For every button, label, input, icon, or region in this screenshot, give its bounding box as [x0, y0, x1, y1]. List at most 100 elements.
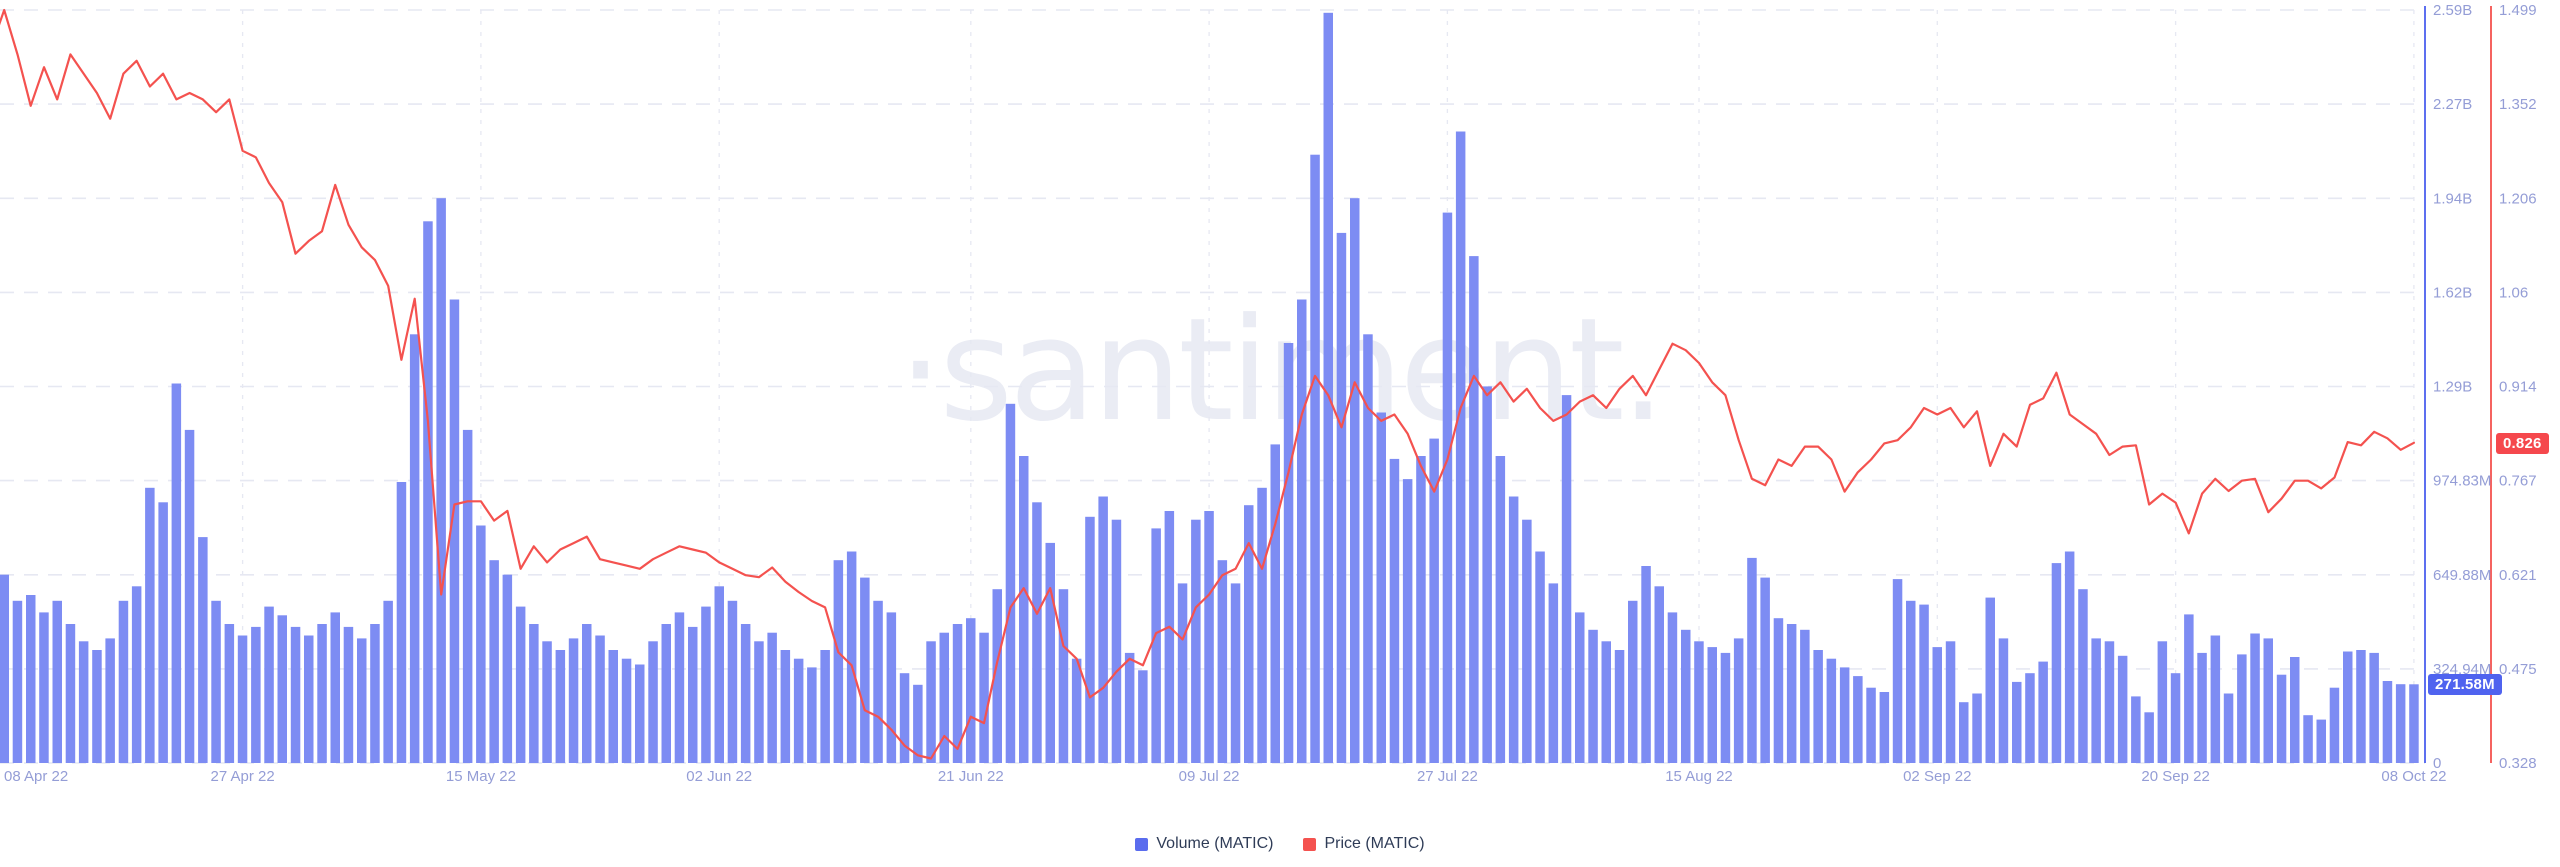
- x-tick-label: 21 Jun 22: [938, 768, 1004, 785]
- volume-bar: [979, 632, 989, 763]
- volume-bar: [304, 635, 314, 763]
- price-tick-label: 0.621: [2499, 567, 2537, 584]
- volume-bar: [1005, 403, 1016, 763]
- volume-bar: [370, 624, 380, 763]
- x-tick-label: 08 Oct 22: [2381, 768, 2446, 785]
- x-tick-label: 20 Sep 22: [2141, 768, 2209, 785]
- volume-bar: [476, 525, 486, 763]
- volume-bar: [1323, 12, 1333, 764]
- volume-bar: [595, 635, 605, 763]
- legend: Volume (MATIC) Price (MATIC): [0, 835, 2560, 853]
- volume-bar: [1257, 487, 1267, 763]
- volume-bar: [2290, 657, 2300, 763]
- volume-bar: [1601, 641, 1611, 763]
- volume-bar: [992, 589, 1002, 763]
- volume-bar: [2078, 589, 2088, 763]
- volume-bar: [1747, 557, 1757, 763]
- volume-bar: [145, 487, 155, 763]
- price-legend-swatch-icon: [1303, 837, 1317, 851]
- volume-bar: [2356, 650, 2366, 763]
- volume-bar: [198, 537, 208, 763]
- volume-bar: [158, 502, 168, 763]
- volume-bar: [1998, 638, 2009, 763]
- santiment-watermark: ·santiment.: [898, 288, 1666, 453]
- volume-bar: [621, 658, 632, 763]
- volume-bar: [449, 299, 460, 763]
- volume-bar: [1111, 519, 1122, 763]
- volume-bar: [2184, 614, 2194, 763]
- legend-item-volume[interactable]: Volume (MATIC): [1135, 835, 1273, 853]
- volume-bar: [330, 612, 340, 763]
- volume-tick-label: 974.83M: [2433, 473, 2491, 490]
- volume-bars-series[interactable]: [0, 12, 2419, 764]
- price-legend-label: Price (MATIC): [1324, 835, 1425, 852]
- price-axis-labels: 0.328 0.475 0.621 0.767 0.914 1.06 1.206 1.352 1…: [2499, 2, 2537, 772]
- volume-bar: [952, 624, 963, 763]
- volume-bar: [701, 606, 711, 763]
- volume-bar: [1310, 154, 1320, 763]
- volume-bar: [2117, 655, 2128, 763]
- volume-bar: [343, 626, 354, 763]
- volume-bar: [2064, 551, 2075, 763]
- volume-bar: [1363, 334, 1373, 763]
- volume-bar: [1535, 551, 1545, 763]
- volume-bar: [2395, 684, 2406, 763]
- volume-bar: [277, 615, 287, 763]
- volume-bar: [926, 641, 936, 763]
- volume-tick-label: 2.27B: [2433, 96, 2472, 113]
- volume-legend-swatch-icon: [1135, 837, 1149, 851]
- volume-bar: [1654, 586, 1664, 763]
- volume-bar: [873, 600, 883, 763]
- volume-bar: [688, 626, 698, 763]
- volume-bar: [2051, 563, 2062, 763]
- volume-bar: [568, 638, 579, 763]
- x-tick-label: 08 Apr 22: [4, 768, 68, 785]
- volume-bar: [1164, 511, 1175, 763]
- current-volume-badge: 271.58M: [2428, 674, 2502, 695]
- volume-bar: [1694, 641, 1704, 763]
- volume-bar: [1800, 629, 1810, 763]
- volume-bar: [846, 551, 857, 763]
- price-tick-label: 0.767: [2499, 473, 2537, 490]
- volume-bar: [2303, 715, 2313, 763]
- volume-bar: [1681, 629, 1691, 763]
- volume-tick-label: 2.59B: [2433, 2, 2472, 19]
- volume-bar: [1376, 412, 1386, 763]
- volume-bar: [1098, 496, 1108, 763]
- volume-bar: [1244, 505, 1254, 763]
- volume-bar: [118, 600, 129, 763]
- volume-bar: [1786, 624, 1797, 763]
- volume-bar: [237, 635, 248, 763]
- volume-bar: [1151, 528, 1161, 763]
- volume-bar: [1866, 687, 1876, 763]
- price-tick-label: 1.352: [2499, 96, 2537, 113]
- volume-bar: [1270, 444, 1280, 763]
- volume-bar: [1548, 583, 1559, 763]
- volume-bar: [1561, 395, 1572, 763]
- volume-bar: [793, 658, 804, 763]
- legend-item-price[interactable]: Price (MATIC): [1303, 835, 1425, 853]
- volume-bar: [1416, 456, 1426, 763]
- volume-bar: [1826, 658, 1837, 763]
- volume-bar: [2316, 719, 2326, 763]
- price-tick-label: 0.914: [2499, 379, 2537, 396]
- volume-bar: [2343, 651, 2353, 763]
- volume-bar: [2210, 635, 2221, 763]
- volume-bar: [1402, 479, 1413, 763]
- volume-bar: [674, 612, 685, 763]
- volume-bar: [1906, 600, 1916, 763]
- volume-bar: [2038, 661, 2048, 763]
- volume-bar: [1813, 650, 1823, 763]
- volume-bar: [1138, 670, 1148, 763]
- volume-bar: [2197, 652, 2207, 763]
- x-tick-label: 27 Jul 22: [1417, 768, 1478, 785]
- volume-bar: [52, 600, 62, 763]
- volume-bar: [1085, 516, 1095, 763]
- volume-bar: [714, 586, 724, 763]
- x-tick-label: 09 Jul 22: [1179, 768, 1240, 785]
- volume-bar: [2131, 696, 2141, 763]
- volume-bar: [2144, 712, 2154, 763]
- price-line-series[interactable]: [0, 8, 2415, 760]
- volume-bar: [1495, 456, 1506, 763]
